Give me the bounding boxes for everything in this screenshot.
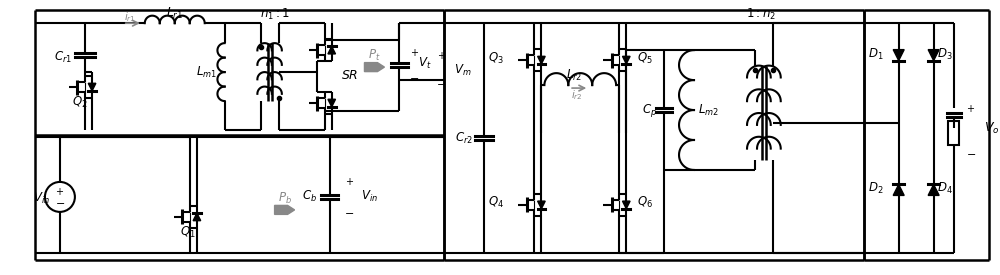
Text: $V_t$: $V_t$ bbox=[418, 56, 431, 71]
Text: $1:n_2$: $1:n_2$ bbox=[746, 7, 776, 22]
Text: $C_{r2}$: $C_{r2}$ bbox=[455, 130, 473, 145]
Text: $D_1$: $D_1$ bbox=[868, 46, 884, 62]
Text: $V_{in}$: $V_{in}$ bbox=[33, 191, 50, 207]
Text: $C_p$: $C_p$ bbox=[642, 101, 657, 119]
FancyArrow shape bbox=[364, 63, 384, 72]
Polygon shape bbox=[928, 50, 939, 60]
Text: $-$: $-$ bbox=[409, 72, 419, 82]
Text: $L_{r1}$: $L_{r1}$ bbox=[166, 6, 183, 21]
Polygon shape bbox=[538, 56, 545, 64]
Text: $+$: $+$ bbox=[410, 47, 419, 58]
Text: $Q_3$: $Q_3$ bbox=[488, 51, 504, 66]
Text: $V_m$: $V_m$ bbox=[454, 62, 472, 78]
Text: $-$: $-$ bbox=[55, 197, 65, 207]
Text: $P_t$: $P_t$ bbox=[368, 48, 381, 63]
Text: $Q_5$: $Q_5$ bbox=[637, 51, 653, 66]
Text: $-$: $-$ bbox=[436, 78, 446, 88]
Polygon shape bbox=[928, 185, 939, 196]
Text: $C_b$: $C_b$ bbox=[302, 189, 317, 205]
Polygon shape bbox=[893, 50, 904, 60]
Text: $L_{m2}$: $L_{m2}$ bbox=[698, 103, 719, 118]
Text: $SR$: $SR$ bbox=[341, 68, 358, 82]
Circle shape bbox=[45, 182, 75, 212]
Text: $Q_4$: $Q_4$ bbox=[488, 195, 504, 210]
Text: $D_4$: $D_4$ bbox=[937, 182, 952, 196]
Polygon shape bbox=[88, 83, 96, 91]
Text: $n_1:1$: $n_1:1$ bbox=[260, 7, 290, 22]
Polygon shape bbox=[538, 201, 545, 209]
Text: $i_{r1}$: $i_{r1}$ bbox=[124, 10, 136, 24]
Text: $+$: $+$ bbox=[345, 177, 354, 188]
Text: $Q_6$: $Q_6$ bbox=[637, 195, 653, 210]
Text: $D_3$: $D_3$ bbox=[937, 46, 952, 62]
Text: $V_{in}$: $V_{in}$ bbox=[361, 189, 378, 205]
Text: $+$: $+$ bbox=[966, 103, 975, 114]
Text: $V_o$: $V_o$ bbox=[984, 120, 999, 136]
Polygon shape bbox=[893, 185, 904, 196]
Bar bbox=[948, 121, 959, 145]
Polygon shape bbox=[622, 201, 630, 209]
Text: $Q_2$: $Q_2$ bbox=[72, 95, 88, 110]
Polygon shape bbox=[328, 46, 336, 54]
Text: $C_{r1}$: $C_{r1}$ bbox=[54, 50, 72, 65]
Text: $D_2$: $D_2$ bbox=[868, 182, 884, 196]
Text: $Q_1$: $Q_1$ bbox=[180, 225, 196, 240]
Text: $+$: $+$ bbox=[55, 186, 64, 197]
Text: $+$: $+$ bbox=[437, 50, 446, 60]
Text: $L_{r2}$: $L_{r2}$ bbox=[566, 68, 582, 83]
Text: $-$: $-$ bbox=[344, 207, 355, 217]
Polygon shape bbox=[193, 213, 201, 221]
FancyArrow shape bbox=[275, 205, 295, 215]
Text: $L_{m1}$: $L_{m1}$ bbox=[196, 65, 217, 80]
Text: $i_{r2}$: $i_{r2}$ bbox=[571, 88, 583, 102]
Text: $-$: $-$ bbox=[966, 148, 976, 158]
Text: $P_b$: $P_b$ bbox=[278, 191, 292, 206]
Polygon shape bbox=[622, 56, 630, 64]
Polygon shape bbox=[328, 99, 336, 107]
